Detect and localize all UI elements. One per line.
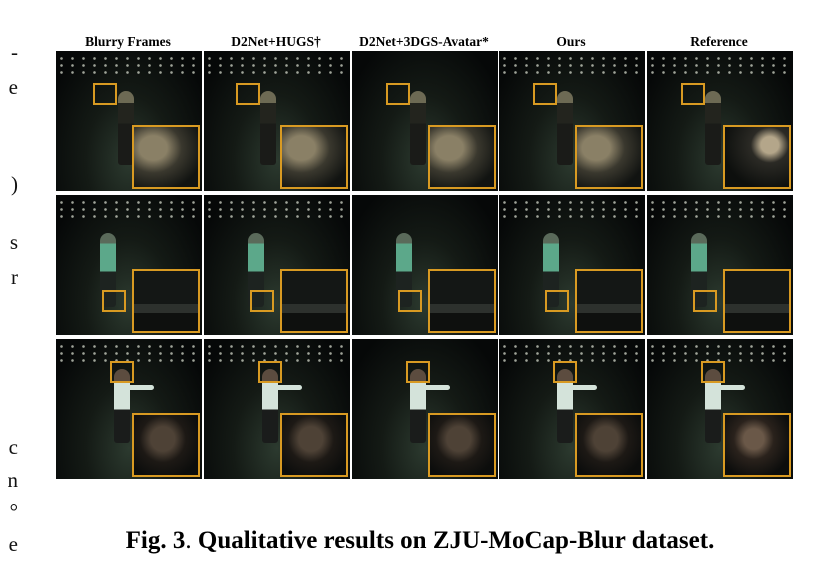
image-reference-row2 [647, 195, 793, 335]
zoom-inset [428, 269, 496, 333]
zoom-inset [280, 125, 348, 189]
image-reference-row3 [647, 339, 793, 479]
selection-box [553, 361, 577, 383]
image-d2net-hugs-row1 [204, 51, 350, 191]
image-d2net-hugs-row2 [204, 195, 350, 335]
selection-box [693, 290, 717, 312]
zoom-inset [132, 413, 200, 477]
text-fragment: r [11, 265, 18, 289]
zoom-inset [132, 125, 200, 189]
text-fragment: ) [11, 172, 18, 196]
image-ours-row1 [499, 51, 645, 191]
text-fragment: s [9, 230, 18, 254]
selection-box [406, 361, 430, 383]
zoom-inset [575, 413, 643, 477]
text-fragment: e [8, 532, 18, 556]
selection-box [533, 83, 557, 105]
selection-box [110, 361, 134, 383]
image-blurry-row3 [56, 339, 202, 479]
zoom-inset [428, 413, 496, 477]
selection-box [93, 83, 117, 105]
zoom-inset [575, 269, 643, 333]
text-fragment: c [8, 435, 18, 459]
column-header-blurry: Blurry Frames [85, 34, 171, 49]
selection-box [681, 83, 705, 105]
figure-caption: Fig. 3. Qualitative results on ZJU-MoCap… [0, 527, 840, 555]
caption-label: Fig. 3 [125, 527, 186, 554]
image-blurry-row1 [56, 51, 202, 191]
image-d2net-3dgs-row1 [352, 51, 498, 191]
zoom-inset [723, 413, 791, 477]
zoom-inset [132, 269, 200, 333]
column-header-ours: Ours [556, 34, 586, 49]
image-d2net-3dgs-row2 [352, 195, 498, 335]
zoom-inset [723, 269, 791, 333]
selection-box [545, 290, 569, 312]
image-reference-row1 [647, 51, 793, 191]
zoom-inset [280, 413, 348, 477]
text-fragment: e [8, 75, 18, 99]
column-header-reference: Reference [690, 34, 748, 49]
selection-box [386, 83, 410, 105]
text-fragment: n [7, 468, 19, 492]
caption-text: Qualitative results on ZJU-MoCap-Blur da… [197, 527, 715, 554]
column-header-d2net-hugs: D2Net+HUGS† [231, 34, 321, 49]
image-d2net-hugs-row3 [204, 339, 350, 479]
selection-box [250, 290, 274, 312]
image-ours-row2 [499, 195, 645, 335]
selection-box [701, 361, 725, 383]
zoom-inset [428, 125, 496, 189]
column-header-d2net-3dgs: D2Net+3DGS-Avatar* [359, 34, 489, 49]
zoom-inset [280, 269, 348, 333]
zoom-inset [723, 125, 791, 189]
caption-separator: . [185, 527, 198, 554]
selection-box [258, 361, 282, 383]
text-fragment: ° [9, 499, 18, 523]
image-ours-row3 [499, 339, 645, 479]
selection-box [102, 290, 126, 312]
zoom-inset [575, 125, 643, 189]
image-d2net-3dgs-row3 [352, 339, 498, 479]
adjacent-column-text: - e ) s r c n ° e [0, 0, 24, 586]
text-fragment: - [11, 40, 18, 64]
selection-box [236, 83, 260, 105]
image-blurry-row2 [56, 195, 202, 335]
selection-box [398, 290, 422, 312]
